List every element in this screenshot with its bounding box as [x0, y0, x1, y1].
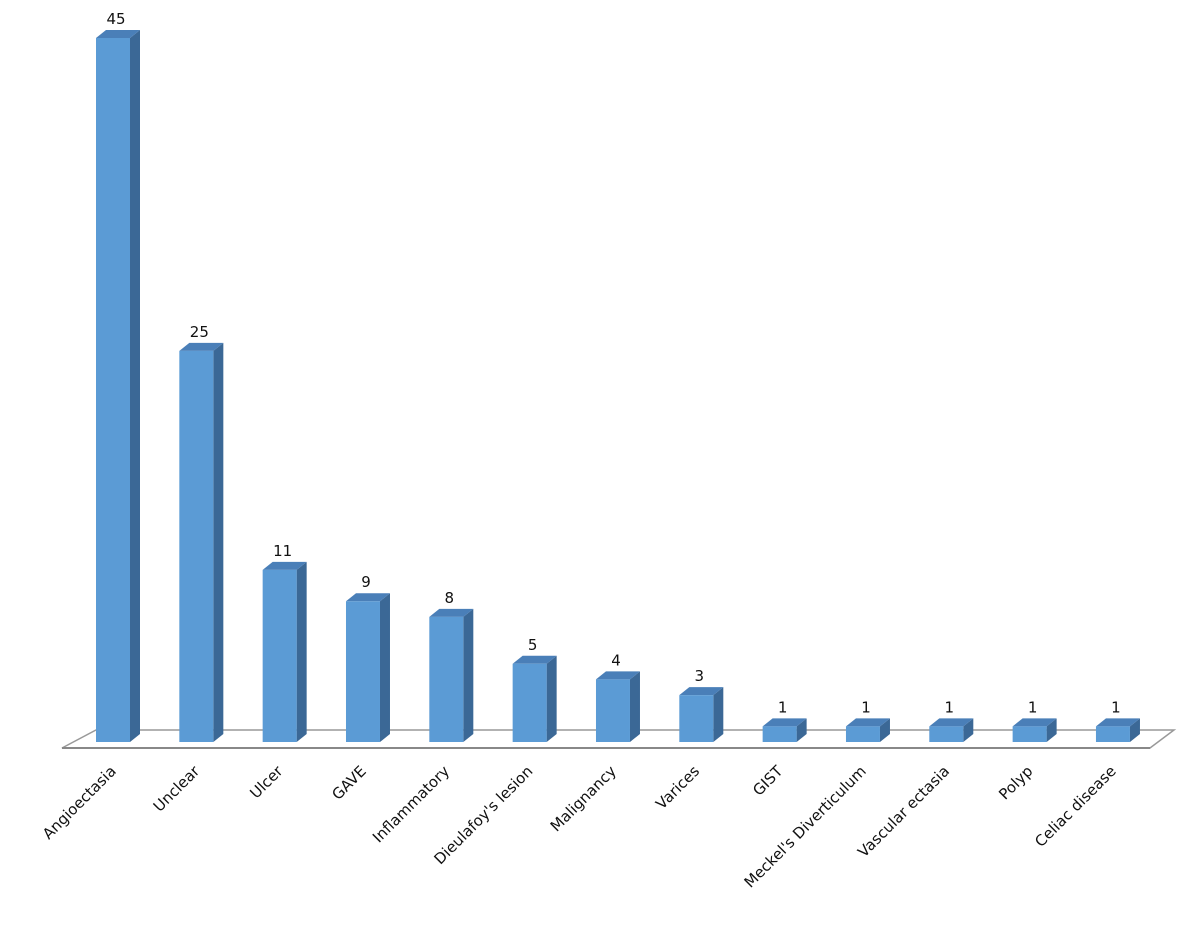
bar-face: [179, 350, 214, 742]
bar-face: [1012, 718, 1057, 727]
bar-face: [379, 593, 390, 742]
bar-face: [429, 608, 474, 617]
bar-face: [1095, 726, 1130, 742]
value-label: 1: [945, 698, 955, 716]
value-label: 1: [1028, 698, 1038, 716]
value-label: 11: [273, 542, 292, 560]
bar: [179, 342, 224, 742]
bar-face: [96, 38, 130, 742]
value-label: 1: [861, 698, 871, 716]
value-label: 3: [695, 667, 705, 685]
bar-face: [595, 671, 640, 680]
bar: [762, 718, 807, 742]
x-tick-label: Polyp: [995, 762, 1036, 803]
bar-face: [345, 593, 390, 602]
bar-face: [1046, 718, 1057, 742]
bar-face: [463, 608, 474, 742]
bar-face: [512, 663, 547, 742]
bar-face: [679, 687, 724, 696]
value-label: 9: [361, 573, 371, 591]
x-tick-label: Varices: [652, 762, 703, 813]
bar-face: [929, 718, 974, 727]
bar: [595, 671, 640, 742]
bar: [262, 561, 307, 742]
value-label: 5: [528, 636, 538, 654]
x-tick-label: Celiac disease: [1031, 762, 1120, 851]
value-label: 45: [106, 10, 125, 28]
value-label: 1: [778, 698, 788, 716]
bar: [845, 718, 890, 742]
bar-face: [179, 342, 224, 351]
bar: [679, 687, 724, 742]
bar-face: [796, 718, 807, 742]
bar-face: [713, 687, 724, 742]
bar-face: [213, 342, 224, 742]
bar: [96, 30, 140, 742]
bar-face: [546, 655, 557, 742]
bar: [512, 655, 557, 742]
bar-face: [96, 30, 140, 38]
bar-face: [262, 561, 307, 570]
bar-face: [762, 718, 807, 727]
x-tick-label: Malignancy: [547, 762, 620, 835]
value-label: 8: [445, 589, 455, 607]
bar-face: [512, 655, 557, 664]
x-tick-label: GIST: [749, 762, 787, 800]
x-tick-label: Angioectasia: [39, 762, 120, 843]
bar-face: [845, 718, 890, 727]
x-tick-label: Unclear: [150, 762, 204, 816]
value-label: 25: [190, 323, 209, 341]
bar: [429, 608, 474, 742]
bar-face: [845, 726, 880, 742]
bar: [929, 718, 974, 742]
bar: [345, 593, 390, 742]
bar-face: [429, 616, 464, 742]
bar-face: [595, 679, 630, 742]
bar-face: [629, 671, 640, 742]
bar-face: [1129, 718, 1140, 742]
bar-face: [345, 601, 380, 742]
bar-face: [130, 30, 140, 742]
x-tick-label: Vascular ectasia: [854, 762, 953, 861]
x-tick-label: Ulcer: [246, 762, 287, 803]
x-tick-label: GAVE: [328, 762, 369, 803]
bar-face: [963, 718, 974, 742]
bar-face: [296, 561, 307, 742]
bar-face: [1095, 718, 1140, 727]
value-label: 4: [611, 651, 621, 669]
bar-face: [929, 726, 964, 742]
value-label: 1: [1111, 698, 1121, 716]
bar-face: [679, 695, 714, 742]
bar: [1012, 718, 1057, 742]
bar-face: [762, 726, 797, 742]
bar-face: [262, 569, 297, 742]
x-tick-label: Inflammatory: [369, 762, 453, 846]
bar: [1095, 718, 1140, 742]
bar-face: [879, 718, 890, 742]
bar-face: [1012, 726, 1047, 742]
